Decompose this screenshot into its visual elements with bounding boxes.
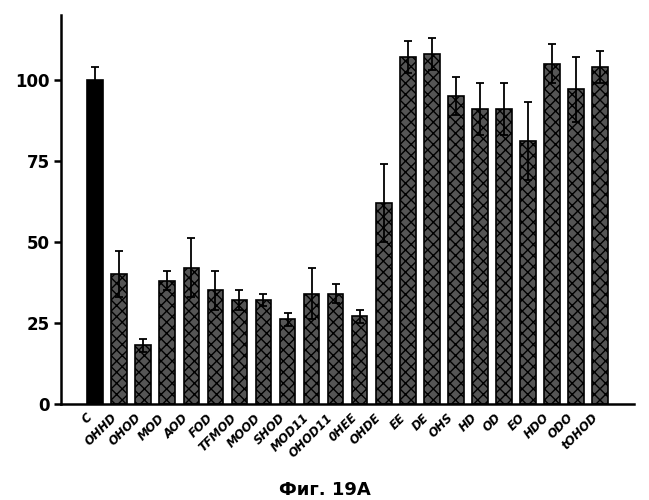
Bar (520, 142, 536, 404)
Bar (376, 203, 391, 404)
Bar (136, 346, 151, 404)
Bar (112, 274, 127, 404)
Bar (232, 300, 247, 404)
Bar (496, 109, 512, 404)
Bar (569, 90, 584, 404)
Bar (160, 280, 175, 404)
Bar (593, 67, 608, 404)
Bar (545, 64, 560, 404)
Text: Фиг. 19A: Фиг. 19A (278, 481, 371, 499)
Bar (352, 316, 367, 404)
Bar (328, 294, 343, 404)
Bar (400, 57, 415, 404)
Bar (280, 320, 295, 404)
Bar (448, 96, 463, 404)
Bar (256, 300, 271, 404)
Bar (472, 109, 488, 404)
Bar (88, 80, 103, 404)
Bar (184, 268, 199, 404)
Bar (424, 54, 439, 404)
Bar (208, 290, 223, 404)
Bar (304, 294, 319, 404)
